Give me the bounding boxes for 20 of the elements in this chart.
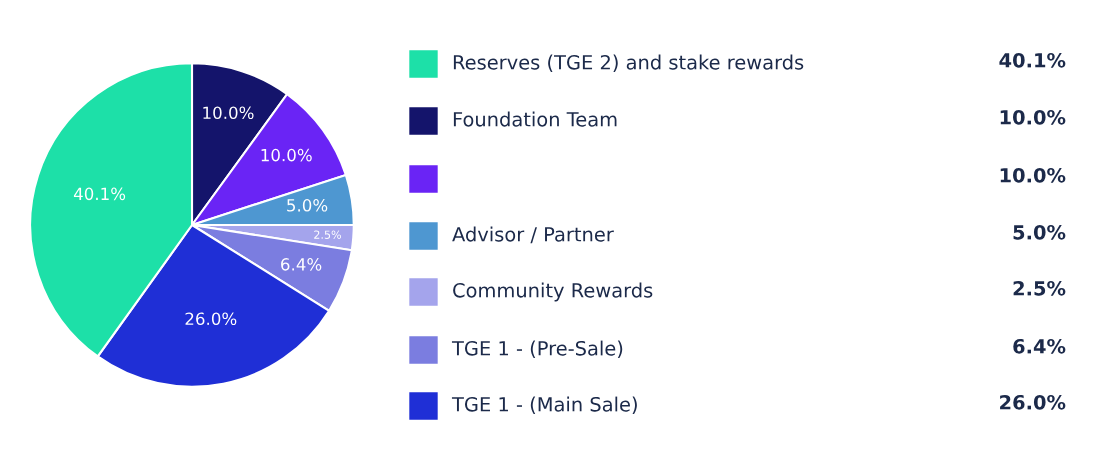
legend-label: Reserves (TGE 2) and stake rewards bbox=[453, 54, 804, 72]
data-label: 6.4% bbox=[281, 258, 322, 271]
data-label: 10.0% bbox=[261, 148, 312, 162]
data-label: 5.0% bbox=[287, 199, 328, 212]
text: 2.5% bbox=[1013, 280, 1066, 296]
text: 40.1% bbox=[999, 52, 1066, 68]
legend-label: Advisor / Partner bbox=[452, 226, 614, 244]
text: 6.4% bbox=[1013, 338, 1066, 354]
data-label: 26.0% bbox=[185, 312, 237, 326]
data-label: 2.5% bbox=[314, 230, 341, 239]
legend-label: Community Rewards bbox=[453, 282, 653, 302]
text: 26.0% bbox=[1000, 394, 1066, 410]
data-label: 40.1% bbox=[73, 187, 126, 201]
text: 5.0% bbox=[1013, 224, 1066, 240]
text: 10.0% bbox=[1000, 167, 1066, 183]
text: 10.0% bbox=[1000, 109, 1066, 125]
legend-label: Foundation Team bbox=[453, 111, 617, 127]
data-label: 10.0% bbox=[203, 106, 254, 120]
legend-label: TGE 1 - (Pre-Sale) bbox=[451, 340, 623, 358]
legend-label: TGE 1 - (Main Sale) bbox=[451, 396, 637, 414]
